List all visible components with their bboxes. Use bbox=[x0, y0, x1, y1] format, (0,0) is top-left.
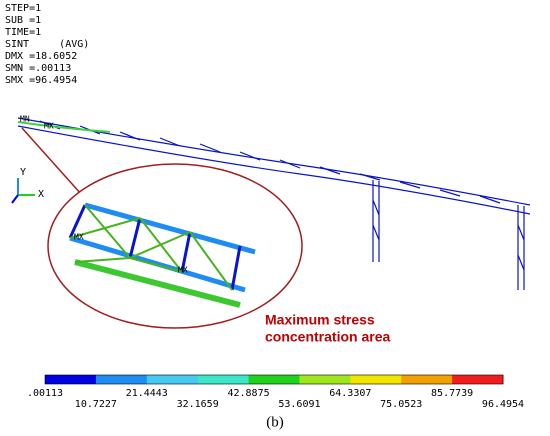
legend-swatch bbox=[248, 375, 300, 384]
legend-label: 10.7227 bbox=[75, 399, 117, 410]
header-line: SMX =96.4954 bbox=[5, 75, 77, 86]
annotation-line: Maximum stress bbox=[265, 312, 375, 328]
svg-text:MN: MN bbox=[20, 115, 30, 124]
legend-swatch bbox=[197, 375, 250, 384]
svg-text:MX: MX bbox=[74, 233, 84, 242]
legend-swatch bbox=[350, 375, 402, 384]
legend-swatch bbox=[95, 375, 148, 384]
legend-label: .00113 bbox=[27, 388, 63, 399]
svg-text:MX: MX bbox=[44, 122, 54, 131]
header-line: TIME=1 bbox=[5, 27, 41, 38]
legend-swatch bbox=[146, 375, 199, 384]
legend-swatch bbox=[401, 375, 453, 384]
header-line: SINT (AVG) bbox=[5, 39, 89, 50]
caption: (b) bbox=[266, 414, 284, 430]
header-line: SMN =.00113 bbox=[5, 63, 71, 74]
legend-label: 42.8875 bbox=[227, 388, 269, 399]
legend-label: 85.7739 bbox=[431, 388, 473, 399]
svg-text:X: X bbox=[38, 189, 44, 200]
legend-swatch bbox=[45, 375, 97, 384]
axis-triad: X Y bbox=[11, 167, 44, 204]
legend-label: 32.1659 bbox=[177, 399, 219, 410]
header-line: SUB =1 bbox=[5, 15, 41, 26]
callout-line bbox=[21, 127, 91, 205]
legend-label: 53.6091 bbox=[278, 399, 320, 410]
legend-label: 75.0523 bbox=[380, 399, 422, 410]
contour-legend: .00113 10.7227 21.4443 32.1659 42.8875 53.609… bbox=[27, 374, 524, 410]
zoom-ellipse bbox=[47, 163, 303, 329]
legend-label: 96.4954 bbox=[482, 399, 524, 410]
zoom-truss: MX MX bbox=[68, 202, 256, 308]
header-line: STEP=1 bbox=[5, 3, 41, 14]
svg-text:Y: Y bbox=[20, 167, 26, 178]
legend-swatch bbox=[452, 375, 504, 384]
legend-swatch bbox=[299, 375, 351, 384]
svg-text:MX: MX bbox=[178, 266, 188, 275]
truss-model: MN MX bbox=[17, 115, 531, 290]
legend-label: 64.3307 bbox=[329, 388, 371, 399]
annotation-line: concentration area bbox=[265, 329, 390, 345]
header-line: DMX =18.6052 bbox=[5, 51, 77, 62]
legend-frame bbox=[44, 374, 504, 385]
legend-label: 21.4443 bbox=[126, 388, 168, 399]
